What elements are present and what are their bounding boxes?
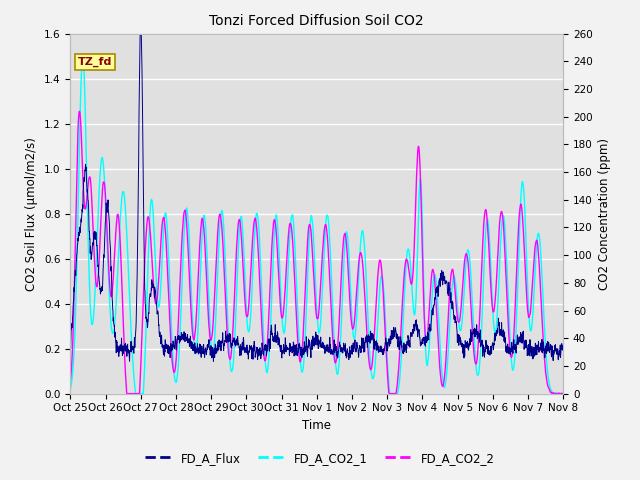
X-axis label: Time: Time [302,419,332,432]
Title: Tonzi Forced Diffusion Soil CO2: Tonzi Forced Diffusion Soil CO2 [209,14,424,28]
Legend: FD_A_Flux, FD_A_CO2_1, FD_A_CO2_2: FD_A_Flux, FD_A_CO2_1, FD_A_CO2_2 [141,447,499,469]
Y-axis label: CO2 Soil Flux (μmol/m2/s): CO2 Soil Flux (μmol/m2/s) [26,137,38,290]
Y-axis label: CO2 Concentration (ppm): CO2 Concentration (ppm) [598,138,611,289]
Text: TZ_fd: TZ_fd [78,57,112,67]
